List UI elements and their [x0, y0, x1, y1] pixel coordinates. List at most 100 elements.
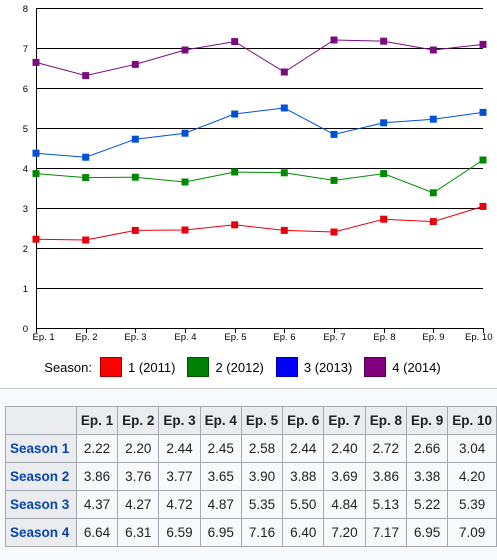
table-cell: 6.95: [199, 518, 242, 547]
data-point-season-3: [231, 110, 239, 118]
legend-swatch-season-2: [187, 357, 210, 377]
table-cell: 6.59: [158, 518, 201, 547]
data-point-season-4: [380, 37, 388, 45]
table-cell: 5.50: [282, 490, 325, 519]
series-line-season-3: [35, 107, 484, 158]
legend-item-season-3: 3 (2013): [275, 357, 352, 377]
data-point-season-3: [429, 115, 437, 123]
y-tick-label: 8: [23, 4, 28, 15]
data-point-season-2: [181, 178, 189, 186]
x-tick-label: Ep. 3: [124, 332, 146, 343]
table-cell: 3.90: [240, 462, 284, 491]
table-cell: 4.20: [447, 462, 497, 491]
table-cell: 2.72: [364, 434, 407, 463]
table-cell: 6.31: [117, 518, 160, 547]
data-point-season-2: [429, 189, 437, 197]
row-header-season-2[interactable]: Season 2: [5, 462, 77, 491]
x-tick-label: Ep. 6: [273, 332, 295, 343]
table-cell: 3.77: [158, 462, 201, 491]
table-cell: 2.40: [323, 434, 366, 463]
legend-label-season-1: 1 (2011): [127, 359, 176, 375]
series-line-season-4: [35, 39, 484, 77]
data-point-season-2: [330, 176, 338, 184]
legend-item-season-4: 4 (2014): [364, 357, 441, 377]
table-cell: 6.64: [75, 518, 119, 547]
legend-swatch-season-1: [99, 357, 122, 377]
x-tick-label: Ep. 8: [373, 332, 395, 343]
x-tick-label: Ep. 5: [224, 332, 246, 343]
table-row: Season 4 6.64 6.31 6.59 6.95 7.16 6.40 7…: [5, 518, 497, 547]
table-cell: 2.22: [75, 434, 119, 463]
data-point-season-1: [231, 221, 239, 229]
data-point-season-1: [82, 236, 90, 244]
column-header: Ep. 7: [323, 406, 366, 435]
column-header: Ep. 5: [240, 406, 284, 435]
table-cell: 2.44: [158, 434, 201, 463]
table-cell: 4.87: [199, 490, 242, 519]
y-tick-label: 6: [23, 84, 28, 95]
row-header-season-4[interactable]: Season 4: [5, 518, 77, 547]
table-row: Season 3 4.37 4.27 4.72 4.87 5.35 5.50 4…: [5, 490, 497, 519]
table-row: Season 1 2.22 2.20 2.44 2.45 2.58 2.44 2…: [5, 434, 497, 463]
y-tick-label: 2: [23, 244, 28, 255]
table-corner-cell: [5, 406, 77, 435]
line-chart: 0 1 2 3 4 5 6 7 8 Ep. 1 Ep. 2 Ep. 3 Ep. 4 Ep. 5 Ep. 6 E…: [23, 4, 493, 343]
data-point-season-2: [231, 168, 239, 176]
y-tick-label: 3: [23, 204, 28, 215]
data-point-season-1: [131, 226, 139, 234]
y-tick-label: 4: [23, 164, 28, 175]
legend: Season: 1 (2011) 2 (2012) 3 (2013) 4 (20…: [0, 347, 497, 387]
table-cell: 6.95: [405, 518, 449, 547]
data-point-season-1: [32, 235, 40, 243]
table-cell: 4.72: [158, 490, 201, 519]
table-cell: 7.16: [240, 518, 284, 547]
table-cell: 3.65: [199, 462, 242, 491]
series-line-season-1: [35, 205, 484, 241]
table-header-row: Ep. 1 Ep. 2 Ep. 3 Ep. 4 Ep. 5 Ep. 6 Ep. …: [5, 406, 497, 435]
table-cell: 5.39: [447, 490, 497, 519]
table-cell: 4.27: [117, 490, 160, 519]
table-cell: 3.38: [405, 462, 449, 491]
y-tick-label: 0: [23, 324, 28, 335]
legend-swatch-season-4: [364, 357, 387, 377]
table-cell: 7.17: [364, 518, 407, 547]
data-point-season-1: [479, 202, 487, 210]
data-point-season-2: [280, 169, 288, 177]
ratings-table-panel: Ep. 1 Ep. 2 Ep. 3 Ep. 4 Ep. 5 Ep. 6 Ep. …: [0, 388, 497, 560]
legend-label-season-2: 2 (2012): [215, 359, 264, 375]
column-header: Ep. 6: [282, 406, 325, 435]
data-point-season-4: [231, 38, 239, 46]
x-tick-label: Ep. 2: [75, 332, 97, 343]
table-cell: 2.45: [199, 434, 242, 463]
data-point-season-1: [330, 228, 338, 236]
table-cell: 4.84: [323, 490, 366, 519]
table-cell: 3.76: [117, 462, 160, 491]
table-row: Season 2 3.86 3.76 3.77 3.65 3.90 3.88 3…: [5, 462, 497, 491]
table-cell: 5.35: [240, 490, 284, 519]
legend-item-season-1: 1 (2011): [99, 357, 176, 377]
table-cell: 3.69: [323, 462, 366, 491]
x-tick-label: Ep. 1: [33, 332, 55, 343]
table-cell: 2.44: [282, 434, 325, 463]
column-header: Ep. 9: [405, 406, 449, 435]
data-point-season-2: [380, 170, 388, 178]
x-tick-label: Ep. 10: [465, 332, 492, 343]
legend-title: Season:: [44, 359, 92, 375]
data-point-season-1: [429, 218, 437, 226]
table-cell: 3.88: [282, 462, 325, 491]
table-cell: 6.40: [282, 518, 325, 547]
column-header: Ep. 2: [117, 406, 160, 435]
table-cell: 3.86: [75, 462, 119, 491]
row-header-season-1[interactable]: Season 1: [5, 434, 77, 463]
data-point-season-4: [131, 60, 139, 68]
data-point-season-4: [82, 72, 90, 80]
table-cell: 5.22: [405, 490, 449, 519]
data-point-season-3: [380, 119, 388, 127]
row-header-season-3[interactable]: Season 3: [5, 490, 77, 519]
data-point-season-4: [181, 46, 189, 54]
table-cell: 7.20: [323, 518, 366, 547]
table-cell: 4.37: [75, 490, 119, 519]
data-point-season-1: [280, 226, 288, 234]
x-tick-label: Ep. 4: [174, 332, 196, 343]
column-header: Ep. 10: [447, 406, 497, 435]
